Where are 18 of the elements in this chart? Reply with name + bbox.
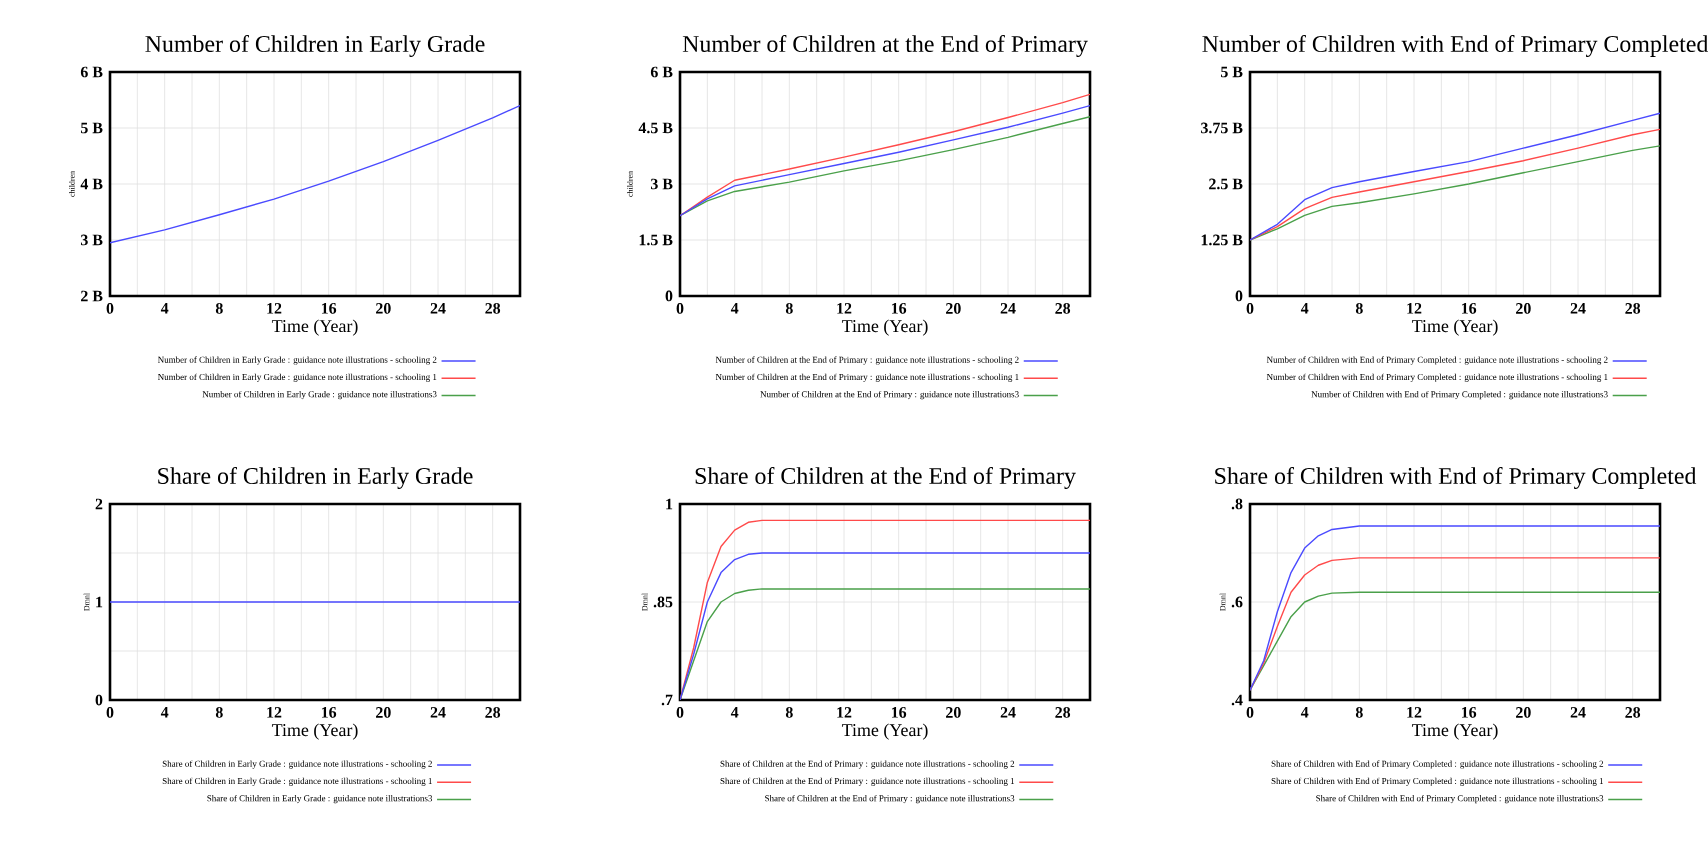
chart-title: Number of Children with End of Primary Completed: [1202, 34, 1708, 57]
line-series: [1250, 557, 1661, 691]
chart-title: Number of Children in Early Grade: [145, 34, 485, 57]
line-series: [110, 104, 520, 244]
x-axis-title: Time (Year): [271, 723, 358, 740]
line-series: [680, 588, 1091, 700]
chart-title: Share of Children in Early Grade: [158, 466, 473, 489]
chart-title: Number of Children at the End of Primary: [682, 34, 1088, 57]
x-axis-title: Time (Year): [841, 723, 928, 740]
x-axis-title: Time (Year): [841, 319, 928, 336]
line-series: [680, 519, 1091, 700]
line-series: [680, 552, 1091, 700]
x-axis-title: Time (Year): [271, 319, 358, 336]
chart-title: Share of Children at the End of Primary: [695, 466, 1076, 489]
x-axis-title: Time (Year): [1411, 723, 1498, 740]
line-series: [1250, 525, 1661, 691]
chart-title: Share of Children with End of Primary Completed: [1215, 466, 1697, 489]
x-axis-title: Time (Year): [1411, 319, 1498, 336]
